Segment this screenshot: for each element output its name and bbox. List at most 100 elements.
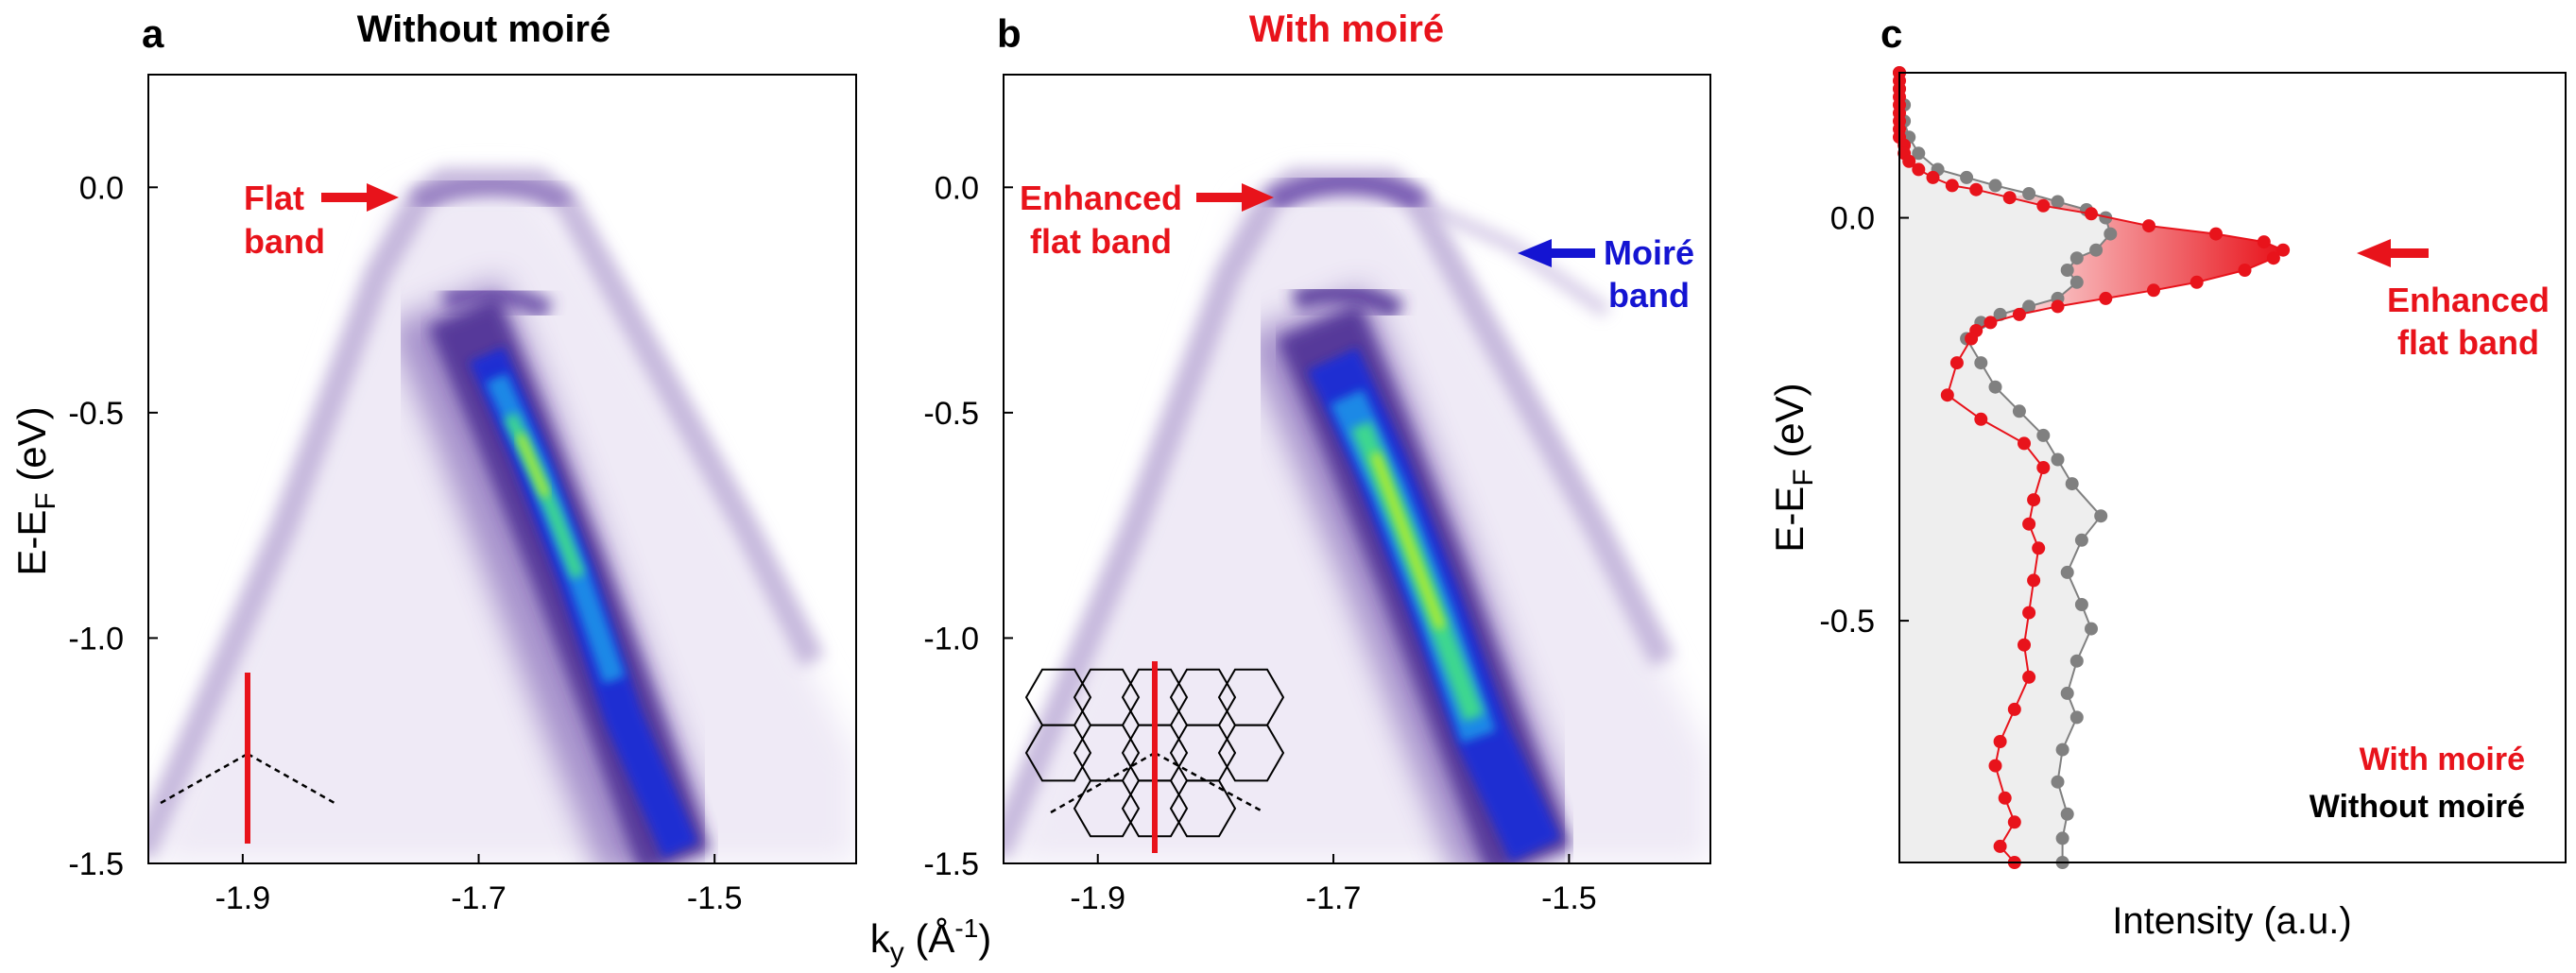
y-tick-label-b: -1.5 xyxy=(923,846,979,882)
arpes-panel-b xyxy=(1004,75,1710,863)
data-point xyxy=(2266,251,2280,265)
data-point xyxy=(1912,162,1926,177)
data-point xyxy=(2190,275,2204,289)
data-point xyxy=(2069,275,2084,289)
data-point xyxy=(2022,299,2036,314)
data-point xyxy=(2060,565,2074,579)
data-point xyxy=(2007,702,2021,716)
data-point xyxy=(2036,461,2051,474)
moire-band-label-line1: Moiré xyxy=(1604,233,1694,272)
flat-band-arrow-b xyxy=(1196,183,1274,212)
enhanced-flat-band-label-line1-c: Enhanced xyxy=(2387,281,2550,319)
panel-b-letter: b xyxy=(997,11,1022,56)
y-tick-label-a: -0.5 xyxy=(68,396,124,432)
data-point xyxy=(2238,264,2252,277)
data-point xyxy=(2022,670,2036,684)
panel-b-title: With moiré xyxy=(1249,9,1444,50)
edc-white-region xyxy=(1899,73,2566,862)
data-point xyxy=(1940,388,1954,402)
data-point xyxy=(2094,509,2108,523)
data-point xyxy=(2032,541,2046,555)
data-point xyxy=(2027,493,2041,507)
data-point xyxy=(2002,191,2017,205)
y-tick-label-b: 0.0 xyxy=(935,170,979,206)
data-point xyxy=(2051,775,2065,789)
x-tick-label-b: -1.5 xyxy=(1541,880,1597,916)
arpes-y-axis-label: E-EF (eV) xyxy=(9,406,61,575)
data-point xyxy=(1993,307,2007,321)
x-tick-label-b: -1.7 xyxy=(1306,880,1362,916)
x-tick-label-a: -1.9 xyxy=(215,880,271,916)
moire-hexagon xyxy=(1024,724,1092,782)
edc-y-axis-label: E-EF (eV) xyxy=(1767,383,1819,552)
legend-without-moire: Without moiré xyxy=(2310,789,2525,825)
enhanced-flat-band-label-line2-b: flat band xyxy=(1030,222,1172,261)
data-point xyxy=(2022,187,2036,200)
y-tick-label-a: -1.5 xyxy=(68,846,124,882)
moire-hexagon xyxy=(1121,779,1189,838)
data-point xyxy=(2055,831,2069,845)
data-point xyxy=(2012,404,2026,418)
data-point xyxy=(1988,759,2002,773)
edc-frame xyxy=(1898,72,2567,863)
arpes-x-axis-label: ky (Å-1) xyxy=(870,913,992,968)
data-point xyxy=(2104,227,2118,241)
data-point xyxy=(2060,807,2074,821)
arpes-axes: -1.9 -1.7 -1.5 0.0 -0.5 -1.0 -1.5 -1.9 -1.7 -1.5 0… xyxy=(68,170,1596,916)
data-point xyxy=(2074,598,2088,611)
data-point xyxy=(2055,743,2069,757)
x-tick-label-b: -1.9 xyxy=(1070,880,1125,916)
series-with-moire xyxy=(1893,66,2291,869)
data-point xyxy=(2060,686,2074,700)
y-tick-label-a: 0.0 xyxy=(79,170,124,206)
moire-hexagon xyxy=(1169,779,1237,838)
data-point xyxy=(2065,477,2079,491)
panel-a-title: Without moiré xyxy=(357,9,611,50)
data-point xyxy=(2099,211,2113,225)
x-tick-label-a: -1.7 xyxy=(451,880,507,916)
edc-axes: 0.0 -0.5 xyxy=(1819,201,1909,640)
data-point xyxy=(1960,170,1974,184)
arpes-b-frame xyxy=(1003,74,1711,864)
data-point xyxy=(1993,839,2007,853)
data-point xyxy=(2007,815,2021,829)
moire-lattice-icon xyxy=(1024,661,1285,853)
arpes-b-intensity xyxy=(1004,168,1710,863)
data-point xyxy=(2069,251,2084,265)
data-point xyxy=(1926,170,1940,184)
data-point xyxy=(1949,356,1964,370)
data-point xyxy=(2069,710,2084,725)
data-point xyxy=(2060,264,2074,277)
legend-with-moire: With moiré xyxy=(2360,742,2525,777)
data-point xyxy=(2051,195,2065,209)
y-tick-label-c: -0.5 xyxy=(1819,604,1875,640)
data-point xyxy=(1902,154,1916,168)
data-point xyxy=(2036,428,2051,442)
y-tick-label-c: 0.0 xyxy=(1830,201,1875,237)
moire-band-arrow xyxy=(1518,239,1595,267)
enhanced-arrow-c xyxy=(2357,239,2429,267)
data-point xyxy=(2022,517,2036,531)
data-point xyxy=(2051,452,2065,467)
y-tick-label-b: -0.5 xyxy=(923,396,979,432)
data-point xyxy=(2209,227,2223,241)
data-point xyxy=(1988,380,2002,394)
data-point xyxy=(2257,235,2271,249)
cut-geometry-icon-a xyxy=(160,673,335,844)
panel-a-letter: a xyxy=(142,11,164,56)
data-point xyxy=(1974,356,1988,370)
data-point xyxy=(2147,283,2160,298)
arpes-a-frame xyxy=(147,74,857,864)
data-point xyxy=(1988,179,2002,193)
data-point xyxy=(2051,299,2065,314)
moire-hexagon xyxy=(1217,724,1285,782)
y-tick-label-a: -1.0 xyxy=(68,621,124,657)
data-point xyxy=(2089,243,2104,257)
data-point xyxy=(2085,622,2098,636)
data-point xyxy=(2022,606,2036,620)
data-point xyxy=(2018,638,2031,652)
panel-c-letter: c xyxy=(1880,11,1902,56)
data-point xyxy=(2027,573,2041,588)
edc-x-axis-label: Intensity (a.u.) xyxy=(2112,900,2351,942)
data-point xyxy=(2069,654,2084,668)
